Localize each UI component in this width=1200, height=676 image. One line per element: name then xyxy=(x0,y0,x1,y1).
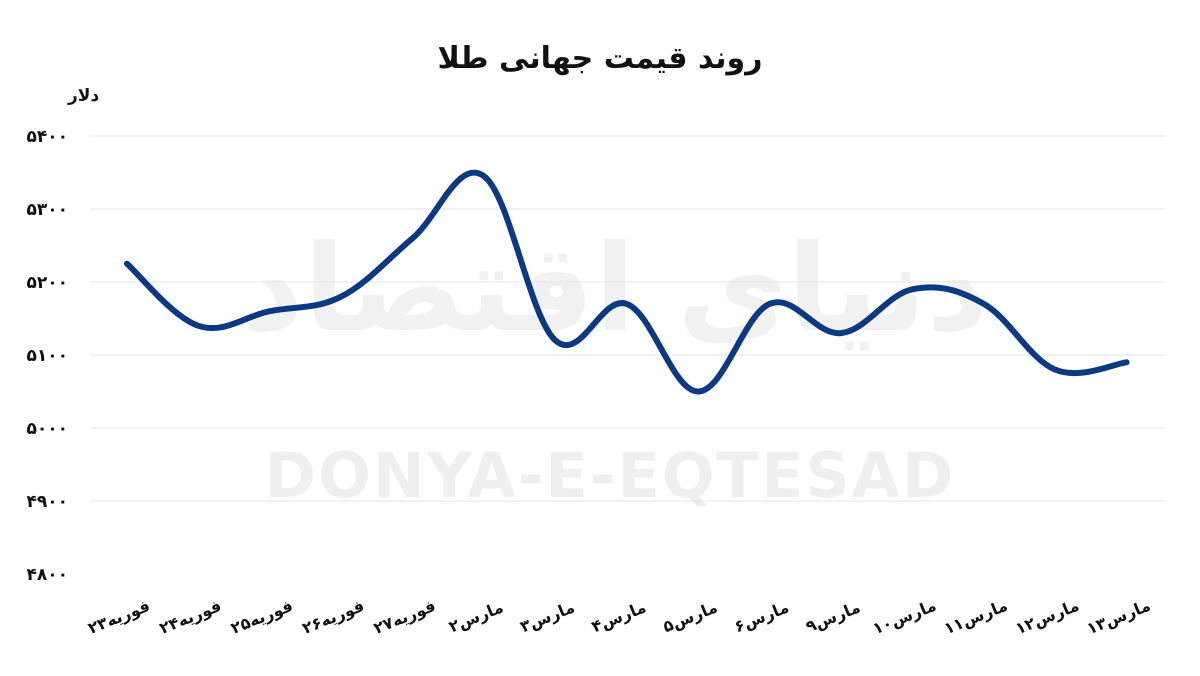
x-tick-label: ۵مارس xyxy=(660,597,720,636)
x-tick-label: ۲۳فوریه xyxy=(85,596,152,638)
y-axis-unit-label: دلار xyxy=(67,86,99,106)
y-tick-label: ۵۲۰۰ xyxy=(26,273,68,293)
x-tick-label: ۲۵فوریه xyxy=(228,596,295,638)
x-tick-label: ۱۱مارس xyxy=(941,596,1010,639)
y-tick-label: ۴۹۰۰ xyxy=(26,492,68,512)
watermark-latin: DONYA-E-EQTESAD xyxy=(265,439,956,512)
x-tick-label: ۱۰مارس xyxy=(870,596,939,639)
y-tick-label: ۵۰۰۰ xyxy=(26,419,68,439)
y-tick-label: ۴۸۰۰ xyxy=(26,565,68,585)
x-tick-label: ۹مارس xyxy=(803,597,863,636)
x-tick-label: ۴مارس xyxy=(589,597,649,636)
x-axis-ticks: ۲۳فوریه ۲۴فوریه ۲۵فوریه ۲۶فوریه ۲۷فوریه ۲مارس… xyxy=(85,596,1153,639)
series-layer xyxy=(124,169,1130,395)
x-tick-label: ۱۲مارس xyxy=(1013,596,1082,639)
x-tick-label: ۲۷فوریه xyxy=(371,596,438,638)
y-tick-label: ۵۳۰۰ xyxy=(26,200,68,220)
x-tick-label: ۶مارس xyxy=(732,597,792,636)
chart-title: روند قیمت جهانی طلا xyxy=(438,41,763,76)
y-tick-label: ۵۴۰۰ xyxy=(26,127,68,147)
x-tick-label: ۲مارس xyxy=(446,597,506,636)
x-tick-label: ۲۴فوریه xyxy=(157,596,224,638)
x-tick-label: ۳مارس xyxy=(517,597,577,636)
gridlines xyxy=(90,135,1165,502)
y-axis-ticks: ۵۴۰۰ ۵۳۰۰ ۵۲۰۰ ۵۱۰۰ ۵۰۰۰ ۴۹۰۰ ۴۸۰۰ xyxy=(26,127,68,585)
x-tick-label: ۲۶فوریه xyxy=(299,596,366,638)
series-line-gold-price xyxy=(124,169,1130,395)
y-tick-label: ۵۱۰۰ xyxy=(26,346,68,366)
watermark-persian: دنیای اقتصاد xyxy=(242,220,988,359)
x-tick-label: ۱۳مارس xyxy=(1084,596,1153,639)
